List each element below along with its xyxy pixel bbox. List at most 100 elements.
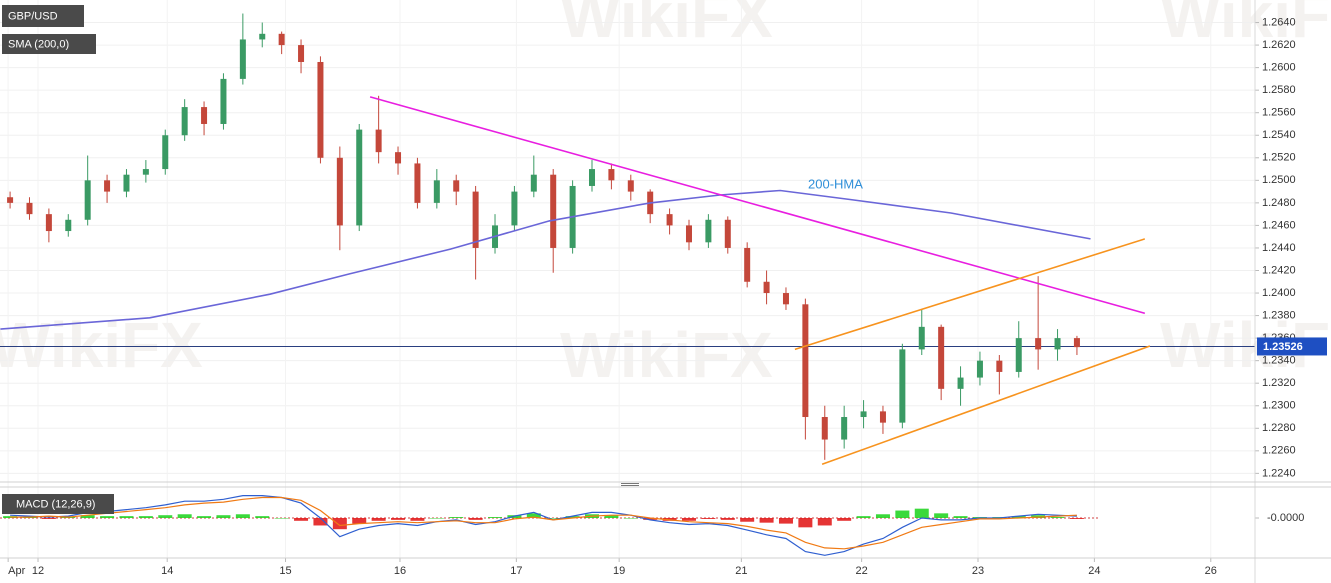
histogram-bar bbox=[332, 518, 347, 530]
histogram-bar bbox=[216, 515, 231, 518]
y-tick-label: 1.2500 bbox=[1262, 174, 1296, 186]
y-tick-label: 1.2260 bbox=[1262, 445, 1296, 457]
histogram-bar bbox=[720, 518, 735, 520]
y-tick-label: 1.2560 bbox=[1262, 107, 1296, 119]
macd-box[interactable] bbox=[2, 494, 114, 514]
candle-body bbox=[996, 360, 1003, 372]
y-tick-label: 1.2320 bbox=[1262, 377, 1296, 389]
histogram-bar bbox=[681, 518, 696, 521]
histogram-bar bbox=[817, 518, 832, 526]
histogram-bar bbox=[875, 514, 890, 518]
candle-body bbox=[433, 180, 440, 203]
candle-body bbox=[181, 107, 188, 136]
macd-label: MACD (12,26,9) bbox=[16, 498, 95, 510]
histogram-bar bbox=[1011, 516, 1026, 518]
candle-body bbox=[666, 214, 673, 226]
candle-body bbox=[259, 33, 266, 40]
y-tick-label: 1.2540 bbox=[1262, 129, 1296, 141]
y-tick-label: 1.2380 bbox=[1262, 309, 1296, 321]
histogram-bar bbox=[100, 516, 115, 518]
histogram-bar bbox=[352, 518, 367, 524]
histogram-bar bbox=[604, 515, 619, 518]
trend-line bbox=[369, 96, 1146, 315]
candle-body bbox=[453, 180, 460, 192]
histogram-bar bbox=[488, 517, 503, 518]
symbol-label: GBP/USD bbox=[8, 10, 58, 22]
candle-body bbox=[26, 202, 33, 215]
candle-body bbox=[142, 169, 149, 175]
candle-body bbox=[84, 180, 91, 220]
candle-body bbox=[918, 326, 925, 350]
histogram-bar bbox=[1069, 518, 1084, 519]
y-tick-label: 1.2620 bbox=[1262, 39, 1296, 51]
x-tick-label: 19 bbox=[613, 565, 625, 577]
symbol-box[interactable] bbox=[2, 5, 84, 27]
histogram-bar bbox=[119, 516, 134, 518]
y-tick-label: 1.2480 bbox=[1262, 197, 1296, 209]
histogram-bar bbox=[856, 516, 871, 518]
trend-line bbox=[0, 189, 1091, 330]
histogram-bar bbox=[701, 518, 716, 519]
candle-body bbox=[1054, 338, 1061, 350]
candle-body bbox=[278, 33, 285, 46]
x-tick-label: Apr bbox=[8, 565, 25, 577]
histogram-bar bbox=[449, 517, 464, 518]
y-tick-label: 1.2520 bbox=[1262, 152, 1296, 164]
histogram-bar bbox=[740, 518, 755, 522]
candle-body bbox=[1015, 338, 1022, 372]
macd-line bbox=[10, 495, 1077, 556]
watermark: WikiFX bbox=[560, 0, 773, 51]
candle-body bbox=[336, 157, 343, 226]
histogram-bar bbox=[546, 518, 561, 519]
candle-body bbox=[957, 377, 964, 389]
indicator-label: SMA (200,0) bbox=[8, 38, 69, 50]
y-tick-label: 1.2460 bbox=[1262, 219, 1296, 231]
pane-handle[interactable] bbox=[621, 483, 639, 486]
candle-body bbox=[608, 169, 615, 181]
last-price-label: 1.23526 bbox=[1263, 341, 1303, 353]
watermarks: WikiFX WikiFX WikiFX WikiFX WikiFX bbox=[0, 0, 1331, 391]
x-tick-label: 26 bbox=[1205, 565, 1217, 577]
candle-body bbox=[162, 135, 169, 170]
histogram-bar bbox=[41, 518, 56, 519]
x-tick-label: 24 bbox=[1088, 565, 1100, 577]
y-tick-label: 1.2240 bbox=[1262, 467, 1296, 479]
y-tick-label: 1.2400 bbox=[1262, 287, 1296, 299]
candle-body bbox=[356, 129, 363, 226]
watermark: WikiFX bbox=[1160, 0, 1331, 51]
histogram-bar bbox=[643, 518, 658, 520]
y-tick-label: 1.2340 bbox=[1262, 355, 1296, 367]
candle-body bbox=[550, 174, 557, 248]
x-tick-label: 16 bbox=[394, 565, 406, 577]
candle-body bbox=[1073, 338, 1080, 348]
candle-body bbox=[763, 281, 770, 294]
candle-body bbox=[589, 169, 596, 186]
candle-body bbox=[123, 174, 130, 192]
histogram-bar bbox=[158, 515, 173, 518]
candle-body bbox=[472, 191, 479, 248]
candle-body bbox=[511, 191, 518, 226]
last-price-box bbox=[1257, 337, 1327, 356]
y-tick-label: 1.2600 bbox=[1262, 62, 1296, 74]
candle-body bbox=[298, 45, 305, 62]
watermark: WikiFX bbox=[0, 309, 203, 381]
indicator-box[interactable] bbox=[2, 34, 96, 54]
histogram-bar bbox=[914, 508, 929, 518]
histogram-bar bbox=[313, 518, 328, 526]
histogram-bar bbox=[526, 513, 541, 518]
candle-body bbox=[782, 293, 789, 305]
histogram-bar bbox=[934, 513, 949, 518]
histogram-bar bbox=[235, 514, 250, 518]
candle-body bbox=[938, 326, 945, 389]
y-tick-label: 1.2640 bbox=[1262, 16, 1296, 28]
trend-line bbox=[821, 345, 1151, 466]
candle-body bbox=[744, 247, 751, 282]
candle-body bbox=[705, 219, 712, 243]
x-tick-label: 21 bbox=[735, 565, 747, 577]
histogram-bar bbox=[1050, 517, 1065, 518]
y-tick-label: 1.2300 bbox=[1262, 400, 1296, 412]
histogram-bar bbox=[798, 518, 813, 528]
candle-body bbox=[802, 304, 809, 418]
